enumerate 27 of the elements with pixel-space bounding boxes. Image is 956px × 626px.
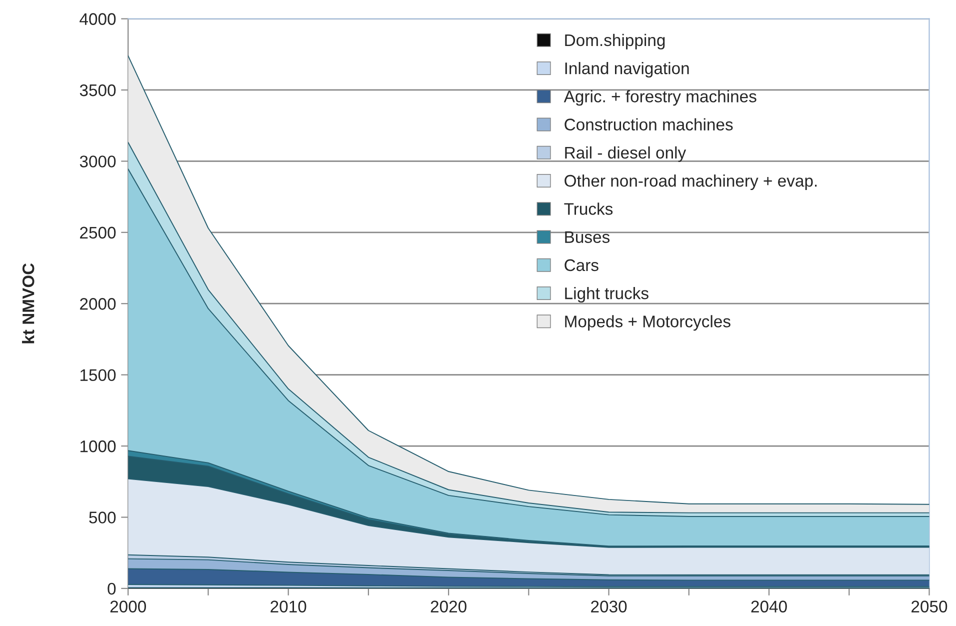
x-tick-label: 2000 bbox=[110, 600, 146, 612]
legend-label: Buses bbox=[565, 231, 610, 243]
legend-label: Agric. + forestry machines bbox=[564, 90, 756, 106]
y-tick-label: 2000 bbox=[80, 298, 116, 310]
legend-label: Cars bbox=[564, 259, 598, 272]
legend-label: Construction machines bbox=[564, 118, 733, 130]
legend-label: Inland navigation bbox=[565, 62, 689, 78]
legend-label: Rail - diesel only bbox=[565, 146, 686, 162]
y-tick-label: 500 bbox=[89, 512, 116, 524]
y-axis-title: kt NMVOC bbox=[22, 263, 34, 344]
legend-label: Mopeds + Motorcycles bbox=[565, 315, 730, 331]
legend-label: Light trucks bbox=[565, 286, 648, 303]
x-tick-label: 2040 bbox=[751, 600, 787, 612]
x-tick-label: 2050 bbox=[912, 600, 948, 612]
y-tick-label: 4000 bbox=[80, 13, 116, 25]
y-tick-label: 1000 bbox=[80, 440, 116, 452]
legend-label: Other non-road machinery + evap. bbox=[564, 174, 817, 190]
y-tick-label: 3500 bbox=[80, 84, 116, 96]
y-tick-label: 0 bbox=[108, 582, 116, 595]
legend-label: Trucks bbox=[564, 202, 613, 215]
legend-label: Dom.shipping bbox=[565, 34, 665, 50]
x-tick-label: 2010 bbox=[270, 600, 306, 612]
y-tick-label: 1500 bbox=[80, 369, 116, 382]
x-tick-label: 2020 bbox=[430, 600, 466, 612]
x-tick-label: 2030 bbox=[591, 600, 627, 612]
y-tick-label: 2500 bbox=[80, 226, 116, 239]
y-tick-label: 3000 bbox=[80, 156, 116, 168]
